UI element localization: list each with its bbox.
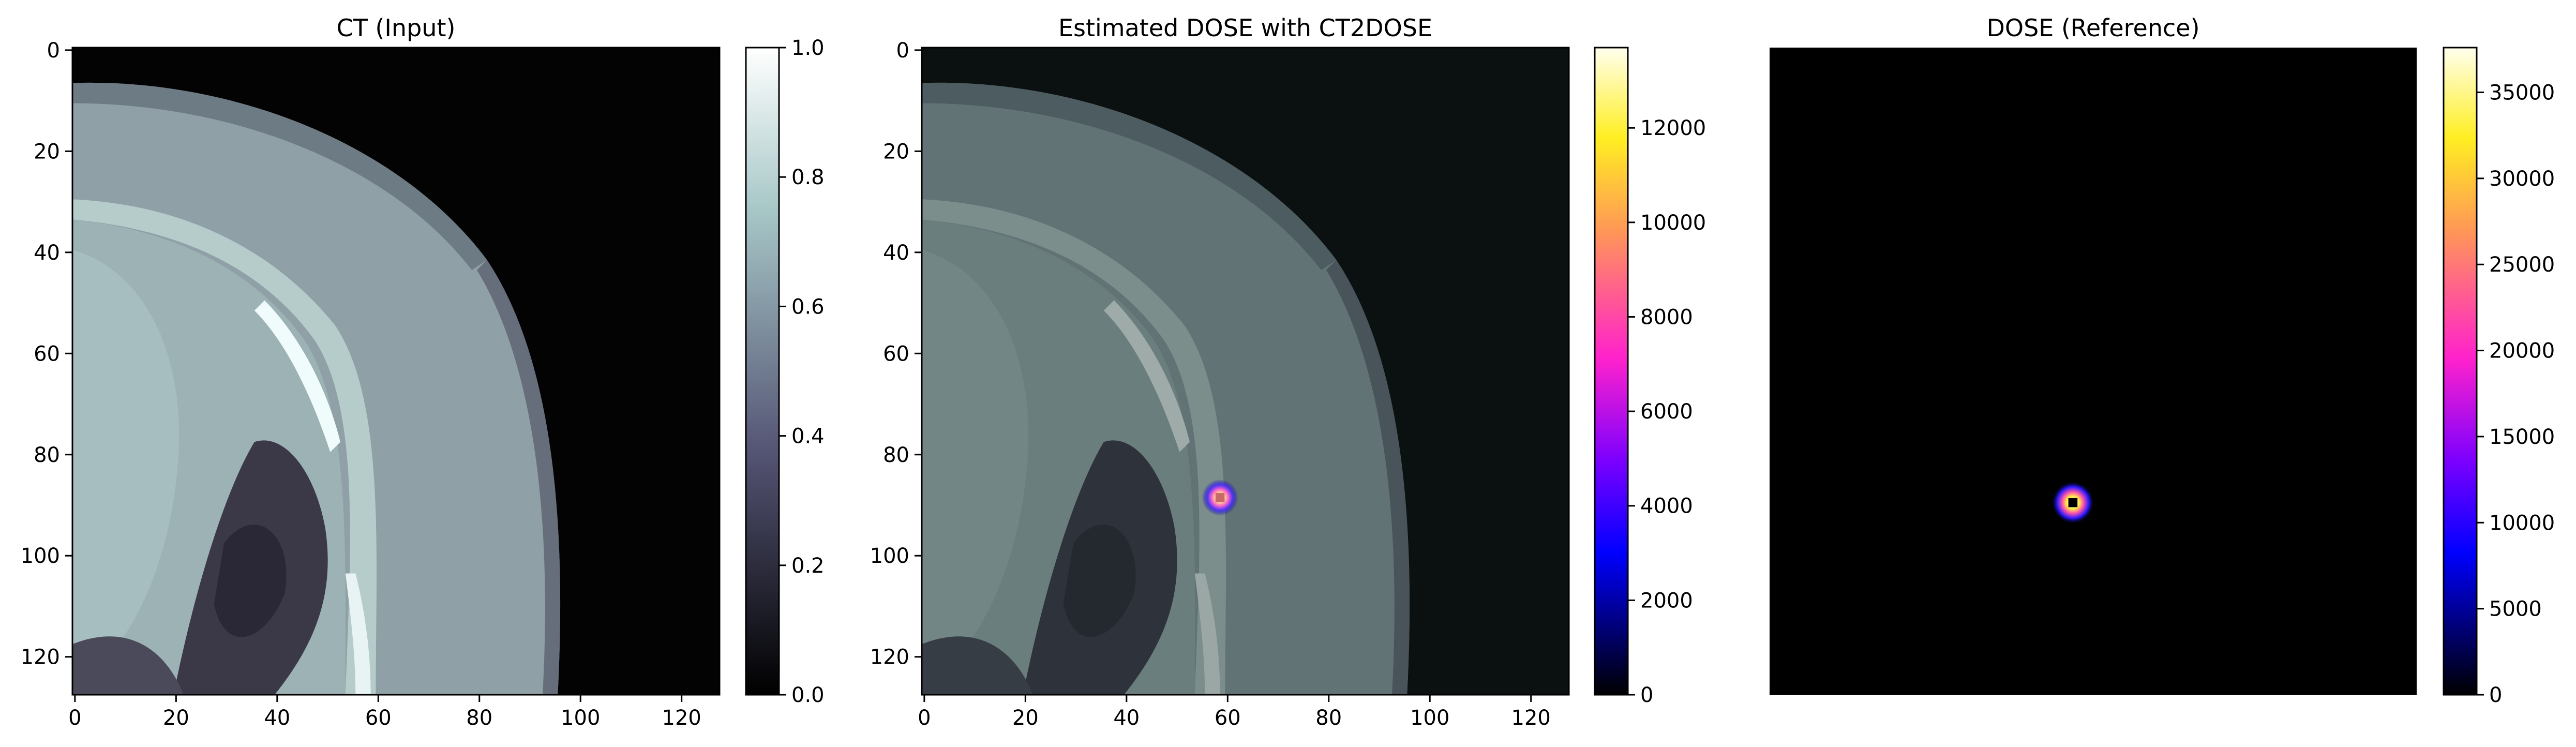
y-tick-label: 20 (34, 140, 60, 163)
dose-hotspot-core (2068, 498, 2078, 507)
colorbar-tick-label: 8000 (1640, 305, 1693, 329)
plot-title: DOSE (Reference) (1986, 14, 2199, 42)
colorbar-tick-label: 0.8 (791, 166, 825, 189)
y-tick-label: 20 (883, 140, 909, 163)
colorbar-tick-label: 0.6 (791, 295, 825, 319)
y-tick-label: 80 (34, 443, 60, 467)
colorbar-tick-label: 0.2 (791, 554, 825, 578)
axes-frame (71, 47, 721, 696)
subplot-2: Estimated DOSE with CT2DOSE 0 20 40 60 80 100 1… (870, 14, 1706, 730)
x-tick-label: 60 (1215, 706, 1241, 730)
x-tick-label: 100 (561, 706, 600, 730)
colorbar-tick-label: 35000 (2489, 81, 2555, 105)
x-tick-label: 40 (1113, 706, 1140, 730)
y-tick-label: 60 (883, 342, 909, 366)
x-tick-label: 0 (918, 706, 931, 730)
colorbar-tick-label: 2000 (1640, 589, 1693, 612)
colorbar-tick-label: 10000 (1640, 211, 1706, 235)
colorbar-tick-label: 15000 (2489, 425, 2555, 449)
colorbar-tick-label: 10000 (2489, 511, 2555, 535)
plot-title: Estimated DOSE with CT2DOSE (1058, 14, 1432, 42)
colorbar (1595, 48, 1628, 695)
y-tick-label: 100 (21, 544, 60, 568)
colorbar (746, 48, 779, 695)
x-tick-label: 0 (68, 706, 81, 730)
colorbar-tick-label: 0.4 (791, 425, 825, 449)
colorbar-tick-label: 12000 (1640, 116, 1706, 140)
image-background (1770, 48, 2417, 695)
colorbar-tick-label: 6000 (1640, 400, 1693, 424)
colorbar-tick-label: 20000 (2489, 339, 2555, 363)
y-tick-label: 120 (870, 646, 909, 669)
x-tick-label: 20 (163, 706, 189, 730)
colorbar-frame (2443, 47, 2478, 696)
y-tick-label: 100 (870, 544, 909, 568)
x-tick-label: 40 (264, 706, 290, 730)
x-tick-label: 20 (1012, 706, 1039, 730)
colorbar-tick-label: 1.0 (791, 36, 825, 60)
image-1 (72, 48, 720, 695)
y-tick-label: 40 (34, 241, 60, 265)
colorbar-tick-label: 0 (1640, 683, 1653, 707)
ct-image (72, 48, 720, 695)
colorbar-tick-label: 4000 (1640, 495, 1693, 518)
colorbar-tick-label: 25000 (2489, 253, 2555, 277)
colorbar-tick-label: 5000 (2489, 597, 2542, 621)
y-tick-label: 80 (883, 443, 909, 467)
y-tick-label: 60 (34, 342, 60, 366)
colorbar (2444, 48, 2477, 695)
colorbar-tick-label: 0.0 (791, 683, 825, 707)
colorbar-tick-label: 30000 (2489, 167, 2555, 191)
x-tick-label: 120 (1511, 706, 1551, 730)
dose-overlay (922, 48, 1569, 695)
subplot-1: CT (Input) 0 20 40 60 80 100 120 0 20 40 60 80 100 120… (21, 14, 825, 730)
y-tick-label: 0 (47, 39, 60, 63)
colorbar-tick-label: 0 (2489, 683, 2502, 707)
x-tick-label: 100 (1410, 706, 1449, 730)
x-tick-label: 120 (662, 706, 701, 730)
x-tick-label: 80 (1315, 706, 1342, 730)
colorbar-frame (745, 47, 780, 696)
y-tick-label: 0 (896, 39, 909, 63)
subplots: CT (Input) 0 20 40 60 80 100 120 0 20 40 60 80 100 120… (21, 14, 2555, 730)
x-tick-label: 80 (466, 706, 492, 730)
y-tick-label: 40 (883, 241, 909, 265)
x-tick-label: 60 (365, 706, 392, 730)
subplot-3: DOSE (Reference) 0 5000 10000 15000 20000 2500… (1770, 14, 2555, 707)
plot-title: CT (Input) (337, 14, 456, 42)
axes-frame (921, 47, 1570, 696)
dose-hotspot-core (1215, 493, 1225, 502)
image-3 (1770, 48, 2417, 695)
image-2 (922, 48, 1569, 695)
y-tick-label: 120 (21, 646, 60, 669)
colorbar-frame (1594, 47, 1629, 696)
